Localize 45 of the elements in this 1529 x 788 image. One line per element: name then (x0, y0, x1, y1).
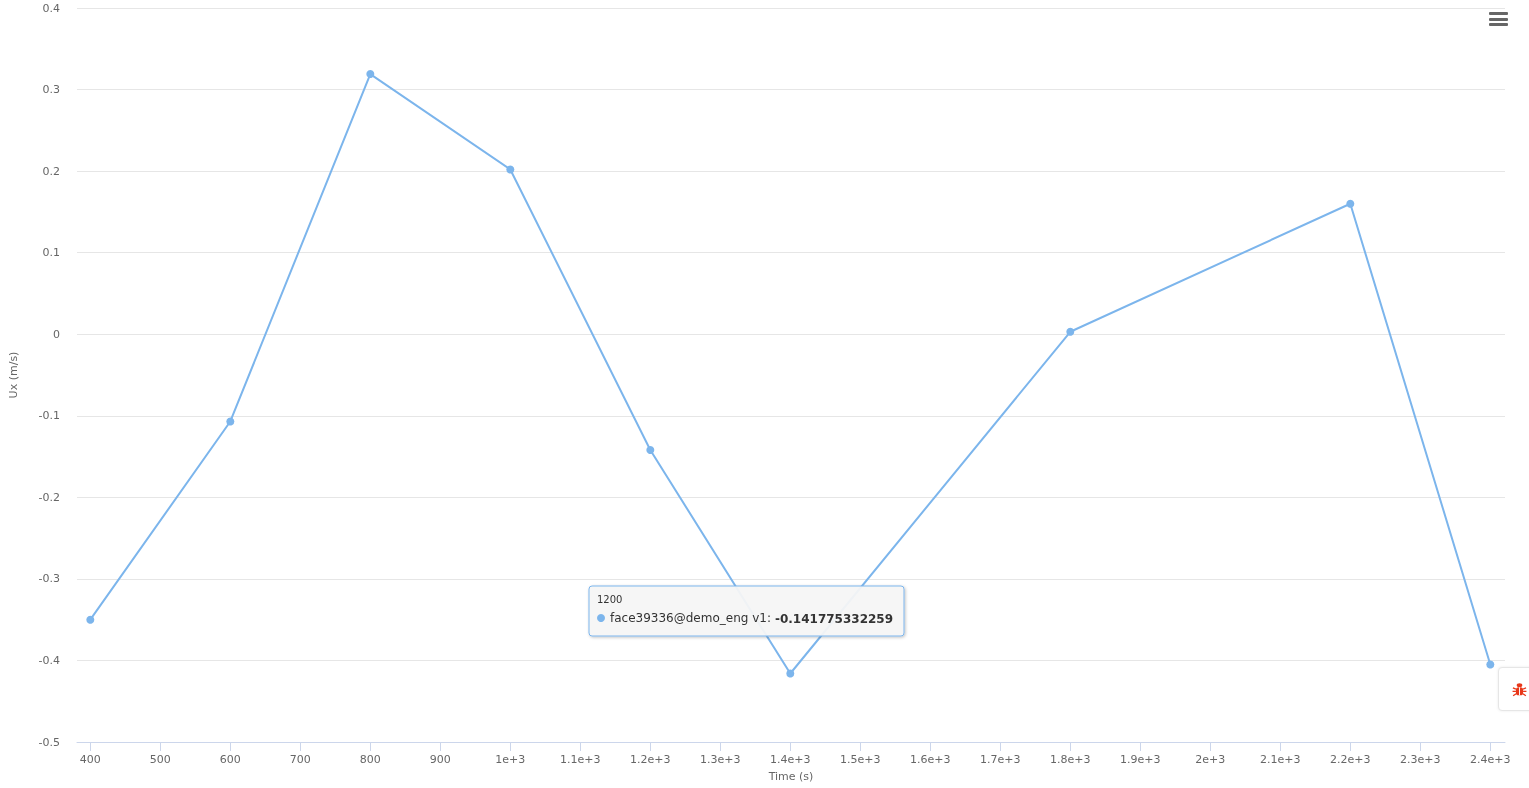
x-tick-label: 1.7e+3 (980, 753, 1021, 766)
x-tick-label: 1.5e+3 (840, 753, 881, 766)
point (366, 70, 375, 79)
y-tick-label: -0.4 (38, 653, 60, 667)
point (1066, 327, 1075, 336)
y-tick-label: -0.3 (38, 572, 60, 586)
point (1486, 660, 1495, 669)
x-tick-label: 2.1e+3 (1260, 753, 1301, 766)
y-axis-title: Ux (m/s) (7, 351, 20, 399)
point (86, 615, 95, 624)
x-tick-label: 600 (219, 753, 241, 766)
annotation: 1200 (597, 593, 623, 605)
x-tick-label: 2.2e+3 (1330, 753, 1371, 766)
y-tick-label: 0.1 (42, 246, 60, 260)
x-tick-label: 1.3e+3 (700, 753, 741, 766)
x-tick-label: 500 (149, 753, 171, 766)
y-tick-label: 0.3 (42, 83, 60, 97)
x-axis-title: Time (s) (767, 770, 814, 783)
x-tick-label: 1.6e+3 (910, 753, 951, 766)
x-tick-label: 700 (289, 753, 311, 766)
x-tick-label: 900 (429, 753, 451, 766)
x-tick-label: 1.4e+3 (770, 753, 811, 766)
x-tick-label: 1.9e+3 (1120, 753, 1161, 766)
x-tick-label: 2.3e+3 (1400, 753, 1441, 766)
point (226, 417, 235, 426)
y-tick-label: 0.4 (42, 1, 60, 15)
y-tick-label: -0.1 (38, 409, 60, 423)
point (506, 165, 515, 174)
point (1346, 199, 1355, 208)
y-tick-label: -0.2 (38, 490, 60, 504)
point (646, 446, 655, 455)
x-tick-label: 800 (359, 753, 381, 766)
x-tick-label: 2.4e+3 (1470, 753, 1511, 766)
y-tick-label: 0 (53, 327, 60, 341)
x-tick-label: 1.8e+3 (1050, 753, 1091, 766)
legend-label: face39336@demo_eng v1: (610, 611, 771, 625)
x-tick-label: 1.2e+3 (630, 753, 671, 766)
point (786, 669, 795, 678)
x-tick-label: 400 (79, 753, 101, 766)
annotation: -0.141775332259 (774, 612, 894, 626)
x-tick-label: 1.1e+3 (560, 753, 601, 766)
y-tick-label: -0.5 (38, 735, 60, 749)
x-tick-label: 1e+3 (495, 753, 526, 766)
x-tick-label: 2e+3 (1195, 753, 1226, 766)
y-tick-label: 0.2 (42, 164, 60, 178)
